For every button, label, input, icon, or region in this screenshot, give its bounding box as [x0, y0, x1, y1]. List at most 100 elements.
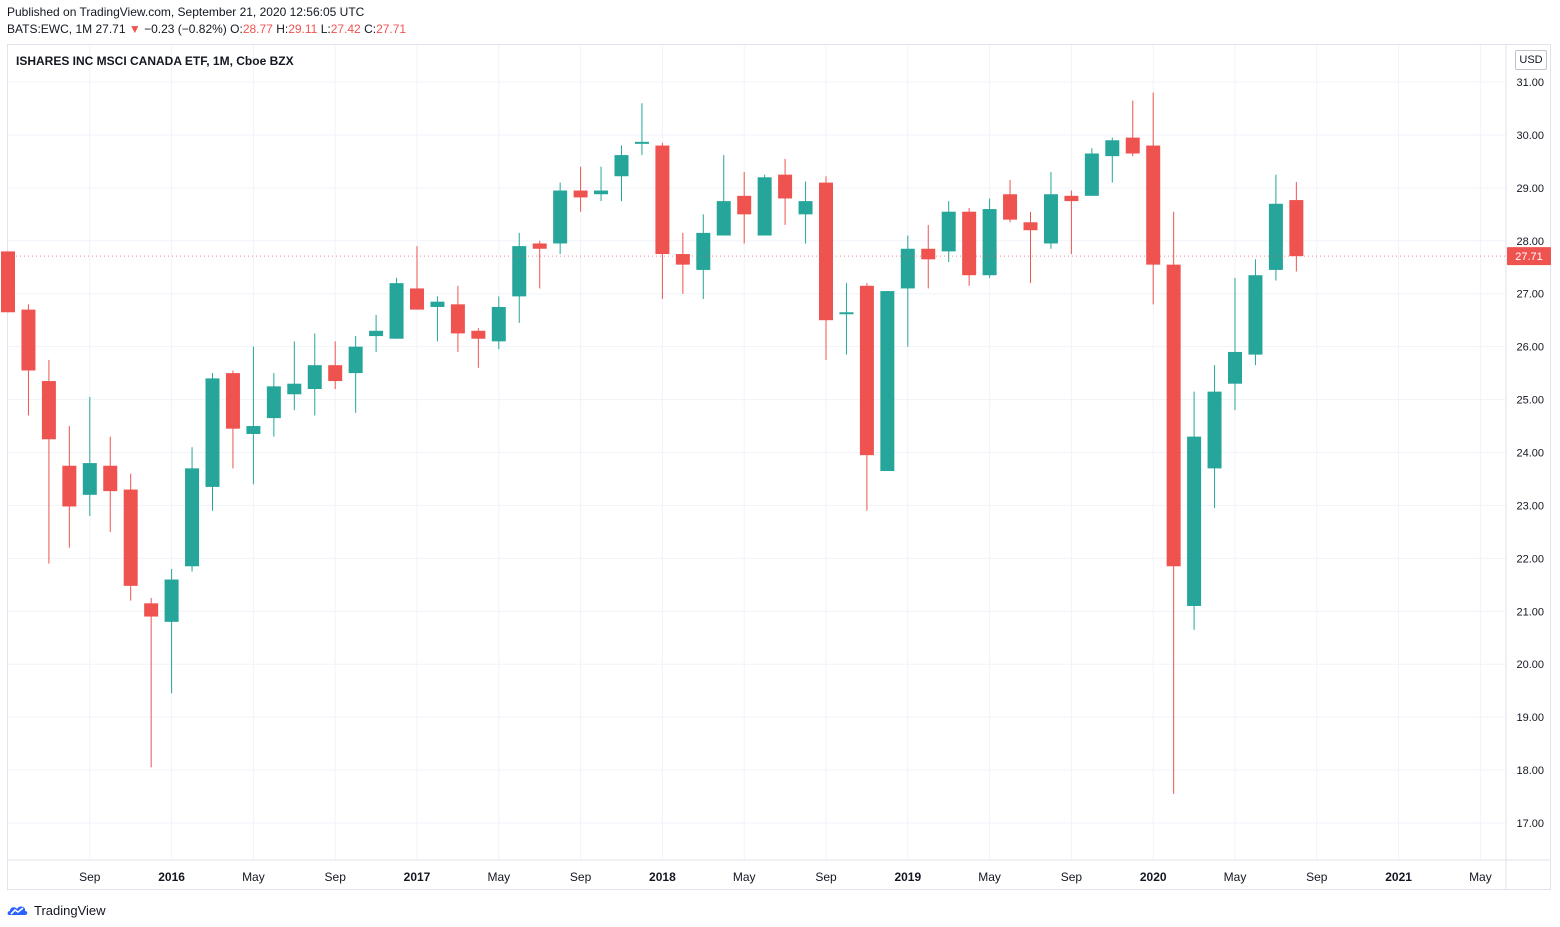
last-price-tag-label: 27.71: [1515, 251, 1543, 263]
candle-body: [491, 306, 506, 342]
candle-body: [921, 248, 936, 260]
candle-body: [1105, 140, 1120, 157]
y-tick-label: 17.00: [1516, 818, 1544, 830]
candle-body: [225, 373, 240, 429]
last-price-tag: [1507, 247, 1551, 266]
symbol-label: BATS:EWC, 1M: [7, 22, 93, 36]
open-value: 28.77: [242, 22, 273, 36]
footer-brand[interactable]: TradingView: [7, 900, 106, 920]
y-tick-label: 25.00: [1516, 395, 1544, 407]
candle-body: [941, 211, 956, 252]
candle-body: [1228, 351, 1242, 384]
x-tick-label: Sep: [79, 870, 101, 884]
candle-body: [1146, 145, 1161, 265]
candle-body: [1023, 222, 1038, 231]
y-tick-label: 31.00: [1516, 77, 1544, 89]
candle-body: [21, 309, 36, 371]
y-tick-label: 19.00: [1516, 712, 1544, 724]
candle-body: [532, 243, 547, 249]
candle-body: [962, 211, 977, 276]
y-tick-label: 26.00: [1516, 342, 1544, 354]
x-tick-label: Sep: [1061, 870, 1083, 884]
y-tick-label: 29.00: [1516, 183, 1544, 195]
candle-body: [1084, 153, 1099, 196]
candle-body: [757, 177, 772, 236]
candle-body: [512, 246, 527, 297]
x-tick-label: May: [978, 870, 1001, 884]
y-tick-label: 22.00: [1516, 553, 1544, 565]
close-value: 27.71: [376, 22, 407, 36]
candle-body: [1, 251, 15, 313]
candle-body: [798, 201, 813, 215]
candle-body: [328, 365, 343, 382]
candle-body: [1187, 436, 1202, 606]
candle-body: [450, 304, 465, 334]
candle-body: [185, 468, 200, 567]
candle-body: [307, 365, 322, 389]
change-value: −0.23 (−0.82%): [144, 22, 227, 36]
x-tick-label: May: [1469, 870, 1492, 884]
x-tick-label: May: [1224, 870, 1247, 884]
candle-body: [696, 232, 711, 270]
candle-body: [82, 463, 97, 495]
low-label: L:: [320, 22, 331, 36]
x-tick-label: Sep: [815, 870, 837, 884]
candle-body: [553, 190, 568, 244]
candle-body: [1125, 137, 1140, 154]
candle-body: [900, 248, 915, 289]
tradingview-logo-icon: [7, 906, 28, 915]
candle-body: [144, 603, 159, 617]
x-tick-label: 2020: [1140, 870, 1167, 884]
candle-body: [1289, 200, 1304, 257]
candle-body: [266, 386, 281, 419]
y-tick-label: 18.00: [1516, 765, 1544, 777]
high-label: H:: [276, 22, 289, 36]
candle-body: [103, 465, 118, 492]
candle-body: [410, 288, 424, 310]
candle-body: [471, 330, 486, 339]
candle-body: [287, 383, 302, 395]
open-label: O:: [230, 22, 243, 36]
candle-body: [1064, 195, 1079, 202]
candle-body: [594, 190, 609, 195]
candle-body: [614, 155, 629, 177]
candle-body: [839, 312, 854, 315]
x-tick-label: May: [487, 870, 510, 884]
change-down-icon: ▼: [128, 22, 141, 36]
y-tick-label: 21.00: [1516, 606, 1544, 618]
y-tick-label: 23.00: [1516, 500, 1544, 512]
chart-frame: [7, 44, 1551, 890]
candle-body: [1003, 194, 1018, 220]
x-tick-label: 2017: [404, 870, 431, 884]
candle-body: [205, 378, 220, 487]
candle-body: [430, 301, 445, 307]
low-value: 27.42: [330, 22, 361, 36]
x-tick-label: 2019: [894, 870, 921, 884]
x-tick-label: Sep: [570, 870, 592, 884]
candle-body: [716, 201, 731, 236]
currency-button[interactable]: USD: [1515, 50, 1547, 70]
candle-body: [369, 330, 384, 337]
x-tick-label: 2018: [649, 870, 676, 884]
candle-body: [62, 465, 77, 507]
candle-body: [859, 285, 874, 456]
last-price: 27.71: [95, 22, 126, 36]
candle-body: [880, 291, 895, 472]
candle-body: [1207, 391, 1222, 469]
candle-body: [1248, 275, 1263, 355]
y-tick-label: 28.00: [1516, 236, 1544, 248]
candle-body: [675, 254, 690, 265]
close-label: C:: [364, 22, 377, 36]
candle-body: [737, 195, 752, 215]
candle-body: [655, 145, 670, 255]
published-note: Published on TradingView.com, September …: [7, 5, 365, 19]
x-tick-label: 2016: [158, 870, 185, 884]
x-tick-label: May: [242, 870, 265, 884]
candle-body: [819, 182, 833, 321]
candle-body: [164, 579, 179, 622]
candle-body: [778, 174, 793, 199]
candle-body: [41, 381, 56, 440]
candle-body: [348, 346, 363, 374]
y-tick-label: 30.00: [1516, 130, 1544, 142]
